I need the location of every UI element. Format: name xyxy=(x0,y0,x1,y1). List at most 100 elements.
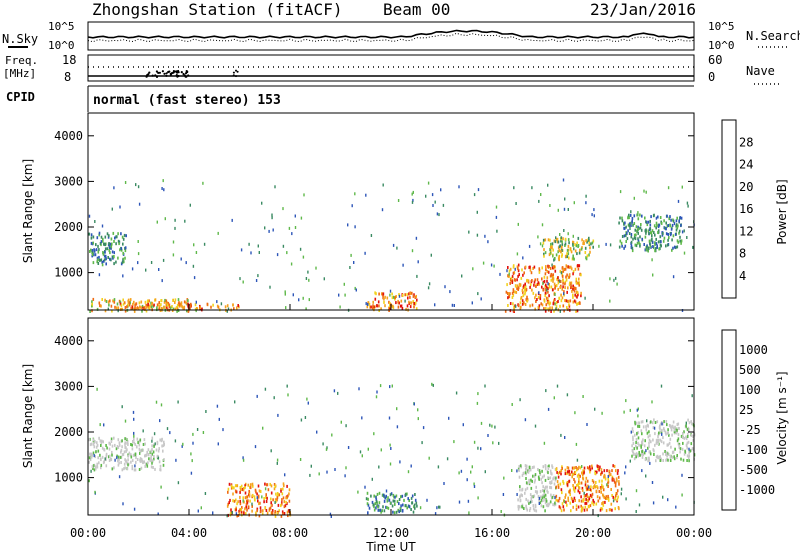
heatmap-cell xyxy=(100,423,101,426)
heatmap-cell xyxy=(366,302,367,305)
heatmap-cell xyxy=(432,204,433,207)
heatmap-cell xyxy=(241,248,242,251)
heatmap-cell xyxy=(663,219,665,222)
heatmap-cell xyxy=(243,512,245,515)
heatmap-cell xyxy=(532,304,534,307)
heatmap-cell xyxy=(645,220,646,223)
heatmap-cell xyxy=(686,459,688,462)
heatmap-cell xyxy=(616,283,617,286)
heatmap-cell xyxy=(664,237,666,240)
heatmap-cell xyxy=(428,182,429,185)
heatmap-cell xyxy=(281,498,283,501)
heatmap-cell xyxy=(601,471,603,474)
heatmap-cell xyxy=(468,500,469,503)
heatmap-cell xyxy=(525,303,527,306)
heatmap-cell xyxy=(411,292,413,295)
heatmap-cell xyxy=(305,416,306,419)
heatmap-cell xyxy=(675,233,677,236)
heatmap-cell xyxy=(376,304,378,307)
heatmap-cell xyxy=(470,471,471,474)
heatmap-cell xyxy=(389,294,390,297)
heatmap-cell xyxy=(118,461,120,464)
heatmap-cell xyxy=(308,402,309,405)
heatmap-cell xyxy=(101,236,103,239)
heatmap-cell xyxy=(553,259,554,262)
cpid-panel: CPID normal (fast stereo) 153 xyxy=(6,86,694,112)
heatmap-cell xyxy=(396,511,398,514)
heatmap-cell xyxy=(671,228,673,231)
heatmap-cell xyxy=(674,222,675,225)
rti-figure: Zhongshan Station (fitACF) Beam 00 23/Ja… xyxy=(0,0,800,554)
heatmap-cell xyxy=(630,210,631,213)
heatmap-cell xyxy=(575,466,577,469)
power-heatmap xyxy=(89,179,695,314)
heatmap-cell xyxy=(519,505,521,508)
heatmap-cell xyxy=(105,444,107,447)
heatmap-cell xyxy=(584,495,586,498)
heatmap-cell xyxy=(237,304,239,307)
heatmap-cell xyxy=(649,462,650,465)
heatmap-cell xyxy=(139,452,140,455)
nave-tick-bottom: 0 xyxy=(708,70,715,84)
heatmap-cell xyxy=(631,455,633,458)
heatmap-cell xyxy=(280,504,282,507)
heatmap-cell xyxy=(383,494,385,497)
heatmap-cell xyxy=(512,296,514,299)
heatmap-cell xyxy=(542,244,543,247)
heatmap-cell xyxy=(542,476,544,479)
heatmap-cell xyxy=(535,294,537,297)
heatmap-cell xyxy=(582,395,583,398)
heatmap-cell xyxy=(133,435,134,438)
heatmap-cell xyxy=(243,281,244,284)
freq-scatter xyxy=(146,70,239,78)
heatmap-cell xyxy=(624,471,625,474)
heatmap-cell xyxy=(468,231,469,234)
heatmap-cell xyxy=(524,283,526,286)
heatmap-cell xyxy=(563,268,565,271)
heatmap-cell xyxy=(642,438,644,441)
heatmap-cell xyxy=(679,236,681,239)
heatmap-cell xyxy=(558,258,560,261)
heatmap-cell xyxy=(88,461,90,464)
heatmap-cell xyxy=(105,262,107,265)
heatmap-cell xyxy=(167,497,168,500)
heatmap-cell xyxy=(654,432,656,435)
heatmap-cell xyxy=(533,504,535,507)
heatmap-cell xyxy=(309,298,310,301)
heatmap-cell xyxy=(588,254,590,257)
heatmap-cell xyxy=(186,261,187,264)
heatmap-cell xyxy=(481,297,482,300)
heatmap-cell xyxy=(100,439,102,442)
heatmap-cell xyxy=(227,491,229,494)
heatmap-cell xyxy=(531,271,533,274)
heatmap-cell xyxy=(603,488,605,491)
heatmap-cell xyxy=(390,493,392,496)
heatmap-cell xyxy=(605,478,607,481)
heatmap-cell xyxy=(275,493,277,496)
freq-label-line2: [MHz] xyxy=(3,67,36,80)
heatmap-cell xyxy=(385,495,387,498)
time-xlabel: Time UT xyxy=(365,540,416,554)
heatmap-cell xyxy=(389,417,390,420)
heatmap-cell xyxy=(239,496,241,499)
heatmap-cell xyxy=(640,444,642,447)
heatmap-cell xyxy=(338,294,339,297)
heatmap-cell xyxy=(491,264,492,267)
freq-scatter-point xyxy=(181,71,183,73)
heatmap-cell xyxy=(341,421,342,424)
heatmap-cell xyxy=(458,471,459,474)
heatmap-cell xyxy=(93,438,95,441)
heatmap-cell xyxy=(158,447,160,450)
heatmap-cell xyxy=(134,508,135,511)
heatmap-cell xyxy=(117,303,119,306)
heatmap-cell xyxy=(573,247,574,250)
heatmap-cell xyxy=(529,304,531,307)
heatmap-cell xyxy=(122,405,123,408)
heatmap-cell xyxy=(273,229,274,232)
heatmap-cell xyxy=(653,453,655,456)
heatmap-cell xyxy=(392,305,394,308)
colorbar-tick: 4 xyxy=(739,269,746,283)
heatmap-cell xyxy=(634,447,636,450)
heatmap-cell xyxy=(262,427,263,430)
heatmap-cell xyxy=(119,248,121,251)
